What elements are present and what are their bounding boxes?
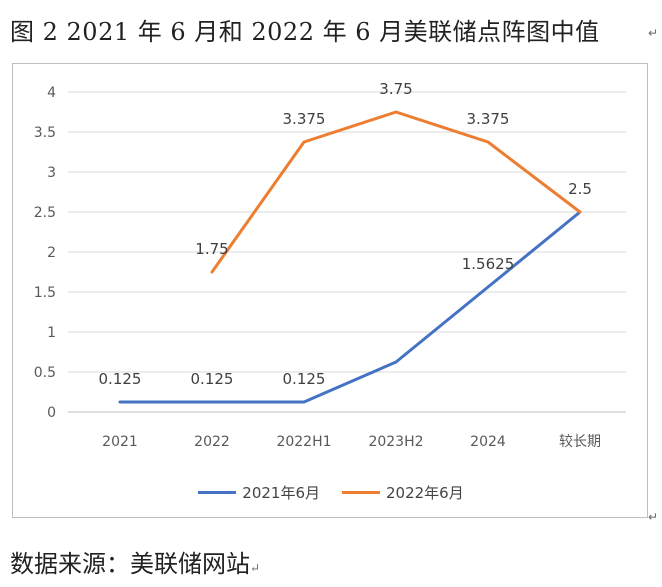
x-tick-label: 2021 [102,434,138,450]
x-tick-label: 较长期 [559,434,601,450]
source-text: 数据来源：美联储网站 [10,550,250,578]
x-axis-ticks: 2021 2022 2022H1 2023H2 2024 较长期 [102,434,601,450]
series-line-1 [118,210,582,404]
series-lines [118,110,582,404]
y-tick-label: 2.5 [34,205,56,221]
y-axis-ticks: 0 0.5 1 1.5 2 2.5 3 3.5 4 [34,85,56,421]
chart-frame [12,63,648,518]
x-tick-label: 2023H2 [368,434,423,450]
x-tick-label: 2022H1 [276,434,331,450]
data-label: 1.75 [195,240,228,258]
legend-swatch [342,491,380,494]
data-label: 0.125 [99,370,142,388]
data-label: 3.375 [283,110,326,128]
legend-label: 2021年6月 [242,484,320,502]
data-label: 3.375 [467,110,510,128]
source-note: 数据来源：美联储网站↵ [10,544,260,579]
series-line-2 [210,110,582,274]
gridlines [68,91,626,413]
paragraph-mark: ↵ [648,26,659,40]
y-tick-label: 3 [47,165,56,181]
x-tick-label: 2022 [194,434,230,450]
paragraph-mark: ↵ [250,561,261,575]
data-label: 1.5625 [462,255,515,273]
legend-item: 2022年6月 [342,482,464,503]
legend-label: 2022年6月 [386,484,464,502]
y-tick-label: 0 [47,405,56,421]
figure-title: 图 2 2021 年 6 月和 2022 年 6 月美联储点阵图中值 [10,18,600,46]
y-tick-label: 1 [47,325,56,341]
legend-swatch [198,491,237,494]
y-tick-label: 0.5 [34,365,56,381]
data-labels: 0.125 0.125 0.125 1.5625 1.75 3.375 3.75 3.375 2… [99,80,592,388]
data-label: 3.75 [379,80,412,98]
data-label: 2.5 [568,180,592,198]
chart-legend: 2021年6月 2022年6月 [0,482,662,503]
y-tick-label: 4 [47,85,56,101]
y-tick-label: 2 [47,245,56,261]
y-tick-label: 1.5 [34,285,56,301]
legend-item: 2021年6月 [198,482,320,503]
y-tick-label: 3.5 [34,125,56,141]
paragraph-mark: ↵ [648,510,659,524]
x-tick-label: 2024 [470,434,506,450]
data-label: 0.125 [283,370,326,388]
data-label: 0.125 [191,370,234,388]
